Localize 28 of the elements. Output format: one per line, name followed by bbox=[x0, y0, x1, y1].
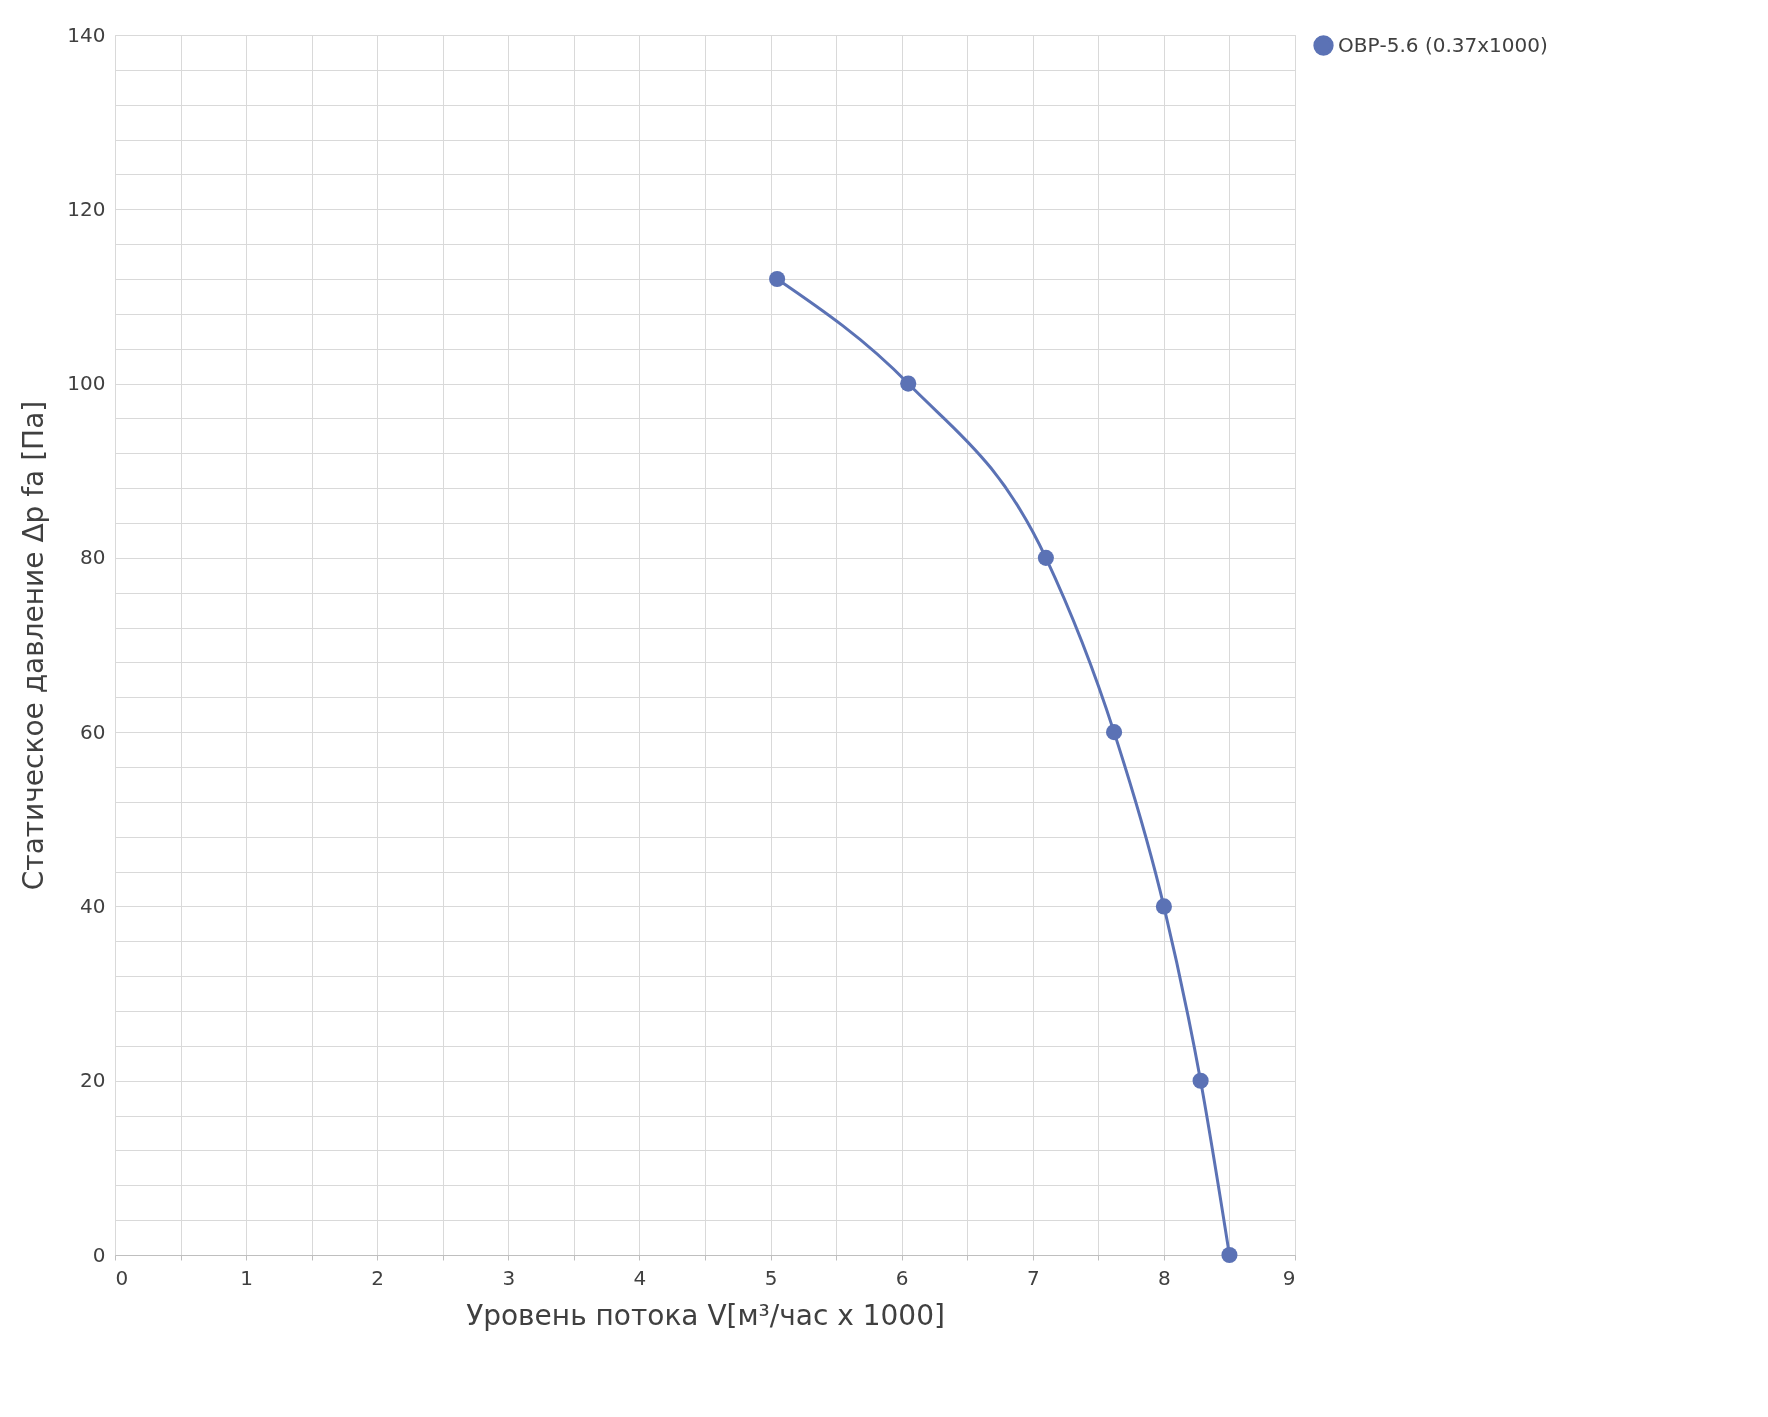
point bbox=[1106, 724, 1123, 741]
x-tick-label: 4 bbox=[633, 1265, 647, 1290]
y-tick-label: 120 bbox=[67, 196, 106, 221]
point bbox=[769, 270, 786, 288]
y-tick-label: 40 bbox=[80, 893, 106, 918]
x-tick-label: 8 bbox=[1158, 1265, 1171, 1290]
point bbox=[1192, 1072, 1209, 1089]
x-tick-label: 7 bbox=[1026, 1265, 1040, 1290]
y-tick-label: 20 bbox=[80, 1068, 106, 1093]
y-tick-label: 80 bbox=[80, 545, 106, 570]
x-tick-label: 6 bbox=[895, 1265, 909, 1290]
y-tick-label: 0 bbox=[92, 1242, 106, 1267]
x-axis-title: Уровень потока V[м³/час x 1000] bbox=[466, 1298, 945, 1332]
point bbox=[1037, 549, 1054, 566]
x-tick-label: 2 bbox=[371, 1265, 385, 1290]
x-tick-label: 5 bbox=[764, 1265, 778, 1290]
x-tick-label: 1 bbox=[240, 1265, 253, 1290]
point bbox=[1155, 898, 1172, 915]
x-tick-label: 3 bbox=[502, 1265, 516, 1290]
point bbox=[1221, 1246, 1238, 1264]
x-tick-label: 0 bbox=[115, 1265, 129, 1290]
y-tick-label: 60 bbox=[80, 719, 106, 744]
x-tick-label: 9 bbox=[1282, 1265, 1296, 1290]
y-tick-label: 100 bbox=[67, 371, 106, 396]
legend-label: ОВР-5.6 (0.37x1000) bbox=[1338, 32, 1548, 57]
point bbox=[900, 375, 917, 392]
y-axis-title: Статическое давление Δp fa [Па] bbox=[17, 400, 51, 891]
y-tick-label: 140 bbox=[67, 22, 106, 47]
